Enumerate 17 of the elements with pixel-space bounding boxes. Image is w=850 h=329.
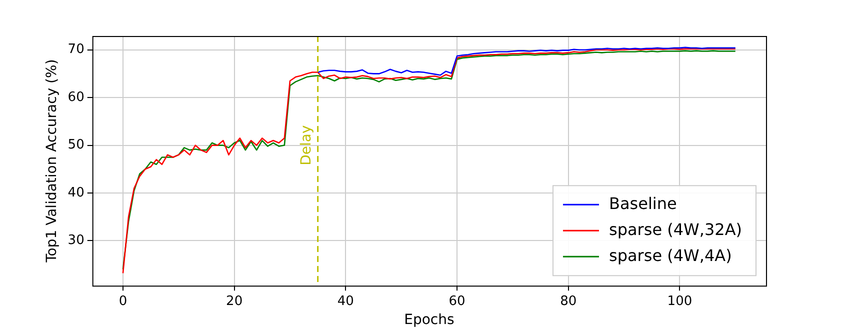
- y-tick-label: 40: [68, 185, 84, 200]
- y-tick-label: 70: [68, 42, 84, 58]
- x-tick-label: 0: [118, 294, 128, 309]
- y-axis-title: Top1 Validation Accuracy (%): [44, 59, 60, 264]
- x-tick-label: 20: [226, 294, 243, 309]
- x-tick-label: 40: [337, 294, 354, 309]
- ref-line-label: Delay: [298, 125, 314, 166]
- y-tick-label: 50: [68, 138, 84, 153]
- y-tick-label: 60: [68, 90, 84, 105]
- legend-label: sparse (4W,32A): [608, 220, 742, 239]
- x-tick-label: 100: [667, 294, 692, 309]
- legend-label: Baseline: [608, 194, 677, 213]
- x-axis-title: Epochs: [404, 312, 454, 328]
- x-tick-label: 60: [448, 294, 466, 309]
- x-tick-label: 80: [560, 294, 577, 309]
- legend-label: sparse (4W,4A): [608, 246, 732, 265]
- y-tick-label: 30: [68, 233, 84, 248]
